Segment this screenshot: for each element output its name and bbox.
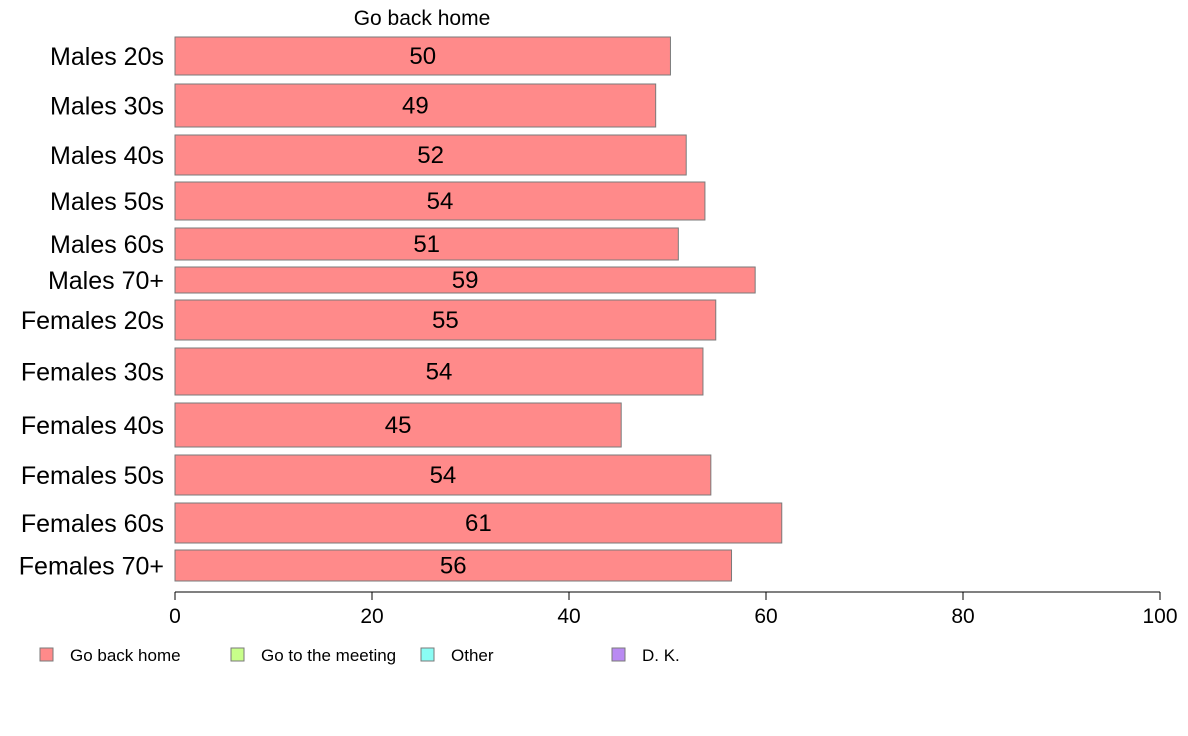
chart-title: Go back home [354,7,491,30]
bar-value-label: 54 [426,359,453,386]
category-label: Females 40s [21,412,164,440]
legend-swatch [39,647,54,662]
legend-swatch [611,647,626,662]
legend-label: D. K. [642,646,680,665]
bar [174,227,679,261]
category-label: Males 30s [50,93,164,121]
x-tick-label: 80 [951,605,974,628]
category-label: Females 30s [21,359,164,387]
bar [174,502,783,544]
x-tick-label: 60 [754,605,777,628]
bar [174,454,712,496]
bar-value-label: 56 [440,553,467,580]
bar [174,134,687,176]
category-label: Males 60s [50,231,164,259]
category-label: Males 50s [50,188,164,216]
bar [174,299,717,341]
bar [174,36,671,76]
bar-value-label: 49 [402,93,429,120]
x-tick-label: 100 [1142,605,1177,628]
bar-value-label: 51 [413,231,440,258]
bar-value-label: 52 [417,142,444,169]
category-label: Females 70+ [19,553,164,581]
bar-value-label: 59 [452,267,479,294]
bar-value-label: 54 [427,188,454,215]
legend: Go back home Go to the meeting Other D. K. [39,646,680,665]
legend-label: Go to the meeting [261,646,396,665]
category-label: Females 60s [21,510,164,538]
legend-swatch [420,647,435,662]
bars-group: 50 49 52 54 51 59 55 54 45 54 61 56 [174,36,783,582]
bar-value-label: 45 [385,412,412,439]
category-label: Females 20s [21,307,164,335]
bar [174,549,733,582]
legend-label: Go back home [70,646,181,665]
category-label: Males 70+ [48,267,164,295]
x-tick-label: 40 [557,605,580,628]
bar [174,402,622,448]
bar-value-label: 55 [432,307,459,334]
legend-label: Other [451,646,494,665]
category-label: Males 40s [50,142,164,170]
category-labels: Males 20s Males 30s Males 40s Males 50s Male… [19,43,164,581]
bar [174,266,756,294]
legend-swatch [230,647,245,662]
bar-value-label: 54 [430,462,457,489]
bar-value-label: 61 [465,510,492,537]
category-label: Females 50s [21,462,164,490]
x-tick-label: 20 [360,605,383,628]
x-axis: 0 20 40 60 80 100 [169,591,1178,628]
category-label: Males 20s [50,43,164,71]
bar [174,347,704,396]
bar [174,83,657,128]
bar-value-label: 50 [409,43,436,70]
x-tick-label: 0 [169,605,181,628]
bar [174,181,706,221]
